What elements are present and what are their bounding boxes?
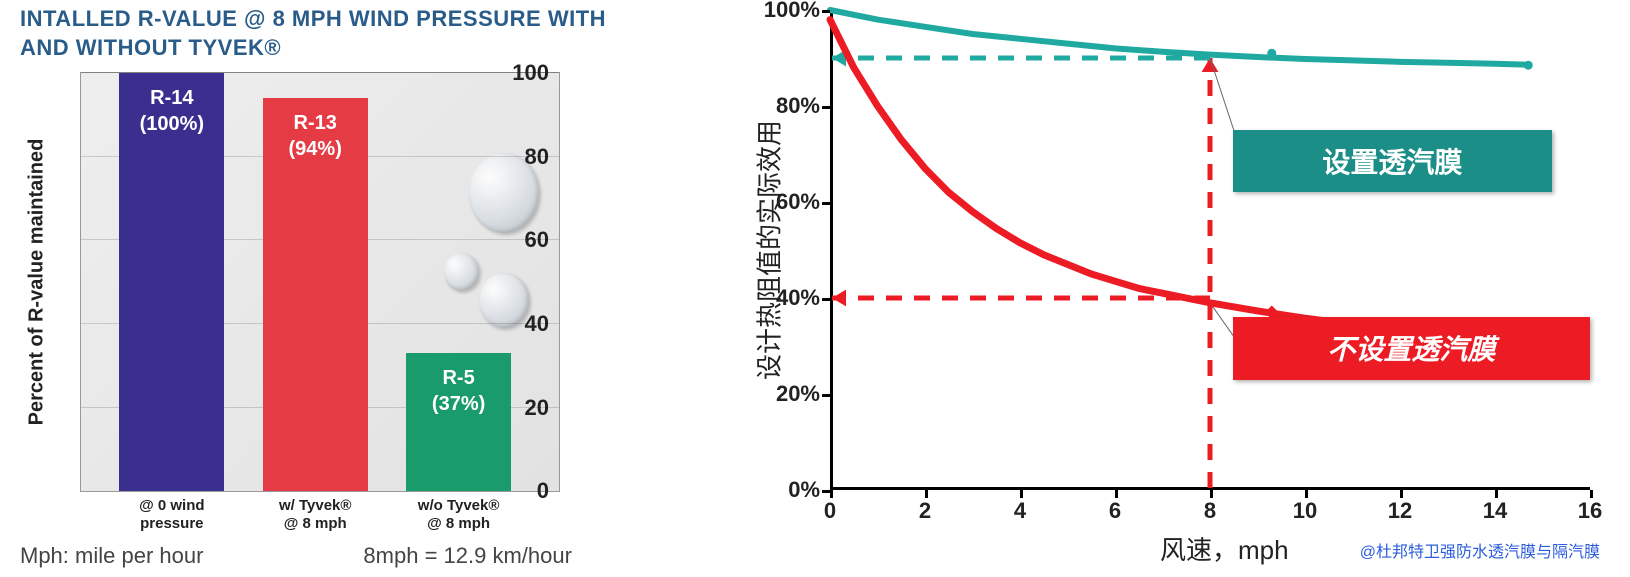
footer-note-conversion: 8mph = 12.9 km/hour (363, 543, 572, 569)
line-x-tick-mark (1210, 490, 1213, 498)
legend-with-membrane: 设置透汽膜 (1233, 130, 1552, 192)
bar-chart-plot: Percent of R-value maintained 0204060801… (80, 72, 560, 492)
line-y-tick-mark (822, 10, 830, 13)
line-y-tick-mark (822, 202, 830, 205)
line-y-tick: 100% (764, 0, 830, 23)
bar: R-14(100%) (119, 73, 224, 491)
line-y-tick-mark (822, 394, 830, 397)
line-y-axis-label: 设计热阻值的实际效用 (750, 120, 787, 380)
bar-y-tick: 100 (512, 60, 549, 86)
bar-chart-title: INTALLED R-VALUE @ 8 MPH WIND PRESSURE W… (20, 5, 670, 62)
footer-notes: Mph: mile per hour 8mph = 12.9 km/hour (20, 543, 572, 569)
water-droplet-icon (444, 253, 479, 291)
bar-x-label: @ 0 windpressure (97, 491, 247, 533)
line-y-tick-mark (822, 106, 830, 109)
bar: R-5(37%) (406, 353, 511, 491)
bar-title-line1: INTALLED R-VALUE @ 8 MPH WIND PRESSURE W… (20, 6, 606, 31)
water-droplet-icon (479, 273, 529, 328)
line-chart-panel: 设计热阻值的实际效用 0%20%40%60%80%100%02468101214… (730, 10, 1610, 565)
bar: R-13(94%) (263, 98, 368, 491)
line-x-tick-mark (1020, 490, 1023, 498)
line-x-tick-mark (830, 490, 833, 498)
bar-value-label: R-13(94%) (263, 110, 368, 162)
legend-without-membrane: 不设置透汽膜 (1233, 317, 1590, 379)
bar-y-axis-label: Percent of R-value maintained (26, 139, 49, 426)
teal-marker (1267, 49, 1276, 58)
line-x-tick-mark (1400, 490, 1403, 498)
line-x-axis-label: 风速，mph (1160, 530, 1289, 567)
footer-note-mph: Mph: mile per hour (20, 543, 203, 569)
line-x-tick-mark (1590, 490, 1593, 498)
line-y-tick-mark (822, 298, 830, 301)
bar-y-tick: 0 (537, 478, 549, 504)
bar-y-tick: 20 (525, 395, 549, 421)
bar-y-tick: 80 (525, 144, 549, 170)
line-x-tick-mark (925, 490, 928, 498)
bar-y-tick: 60 (525, 227, 549, 253)
bar-chart-panel: INTALLED R-VALUE @ 8 MPH WIND PRESSURE W… (20, 5, 670, 492)
bar-x-label: w/ Tyvek®@ 8 mph (240, 491, 390, 533)
bar-y-tick: 40 (525, 311, 549, 337)
line-x-tick-mark (1495, 490, 1498, 498)
attribution-text: @杜邦特卫强防水透汽膜与隔汽膜 (1360, 538, 1600, 562)
bar-title-line2: AND WITHOUT TYVEK® (20, 35, 281, 60)
line-chart-svg (830, 10, 1590, 490)
bar-x-label: w/o Tyvek®@ 8 mph (384, 491, 534, 533)
bar-value-label: R-14(100%) (119, 85, 224, 137)
bar-value-label: R-5(37%) (406, 365, 511, 417)
teal-marker (1524, 61, 1533, 70)
line-x-tick-mark (1115, 490, 1118, 498)
line-x-tick-mark (1305, 490, 1308, 498)
line-chart-plot: 0%20%40%60%80%100%0246810121416设置透汽膜不设置透… (830, 10, 1590, 490)
